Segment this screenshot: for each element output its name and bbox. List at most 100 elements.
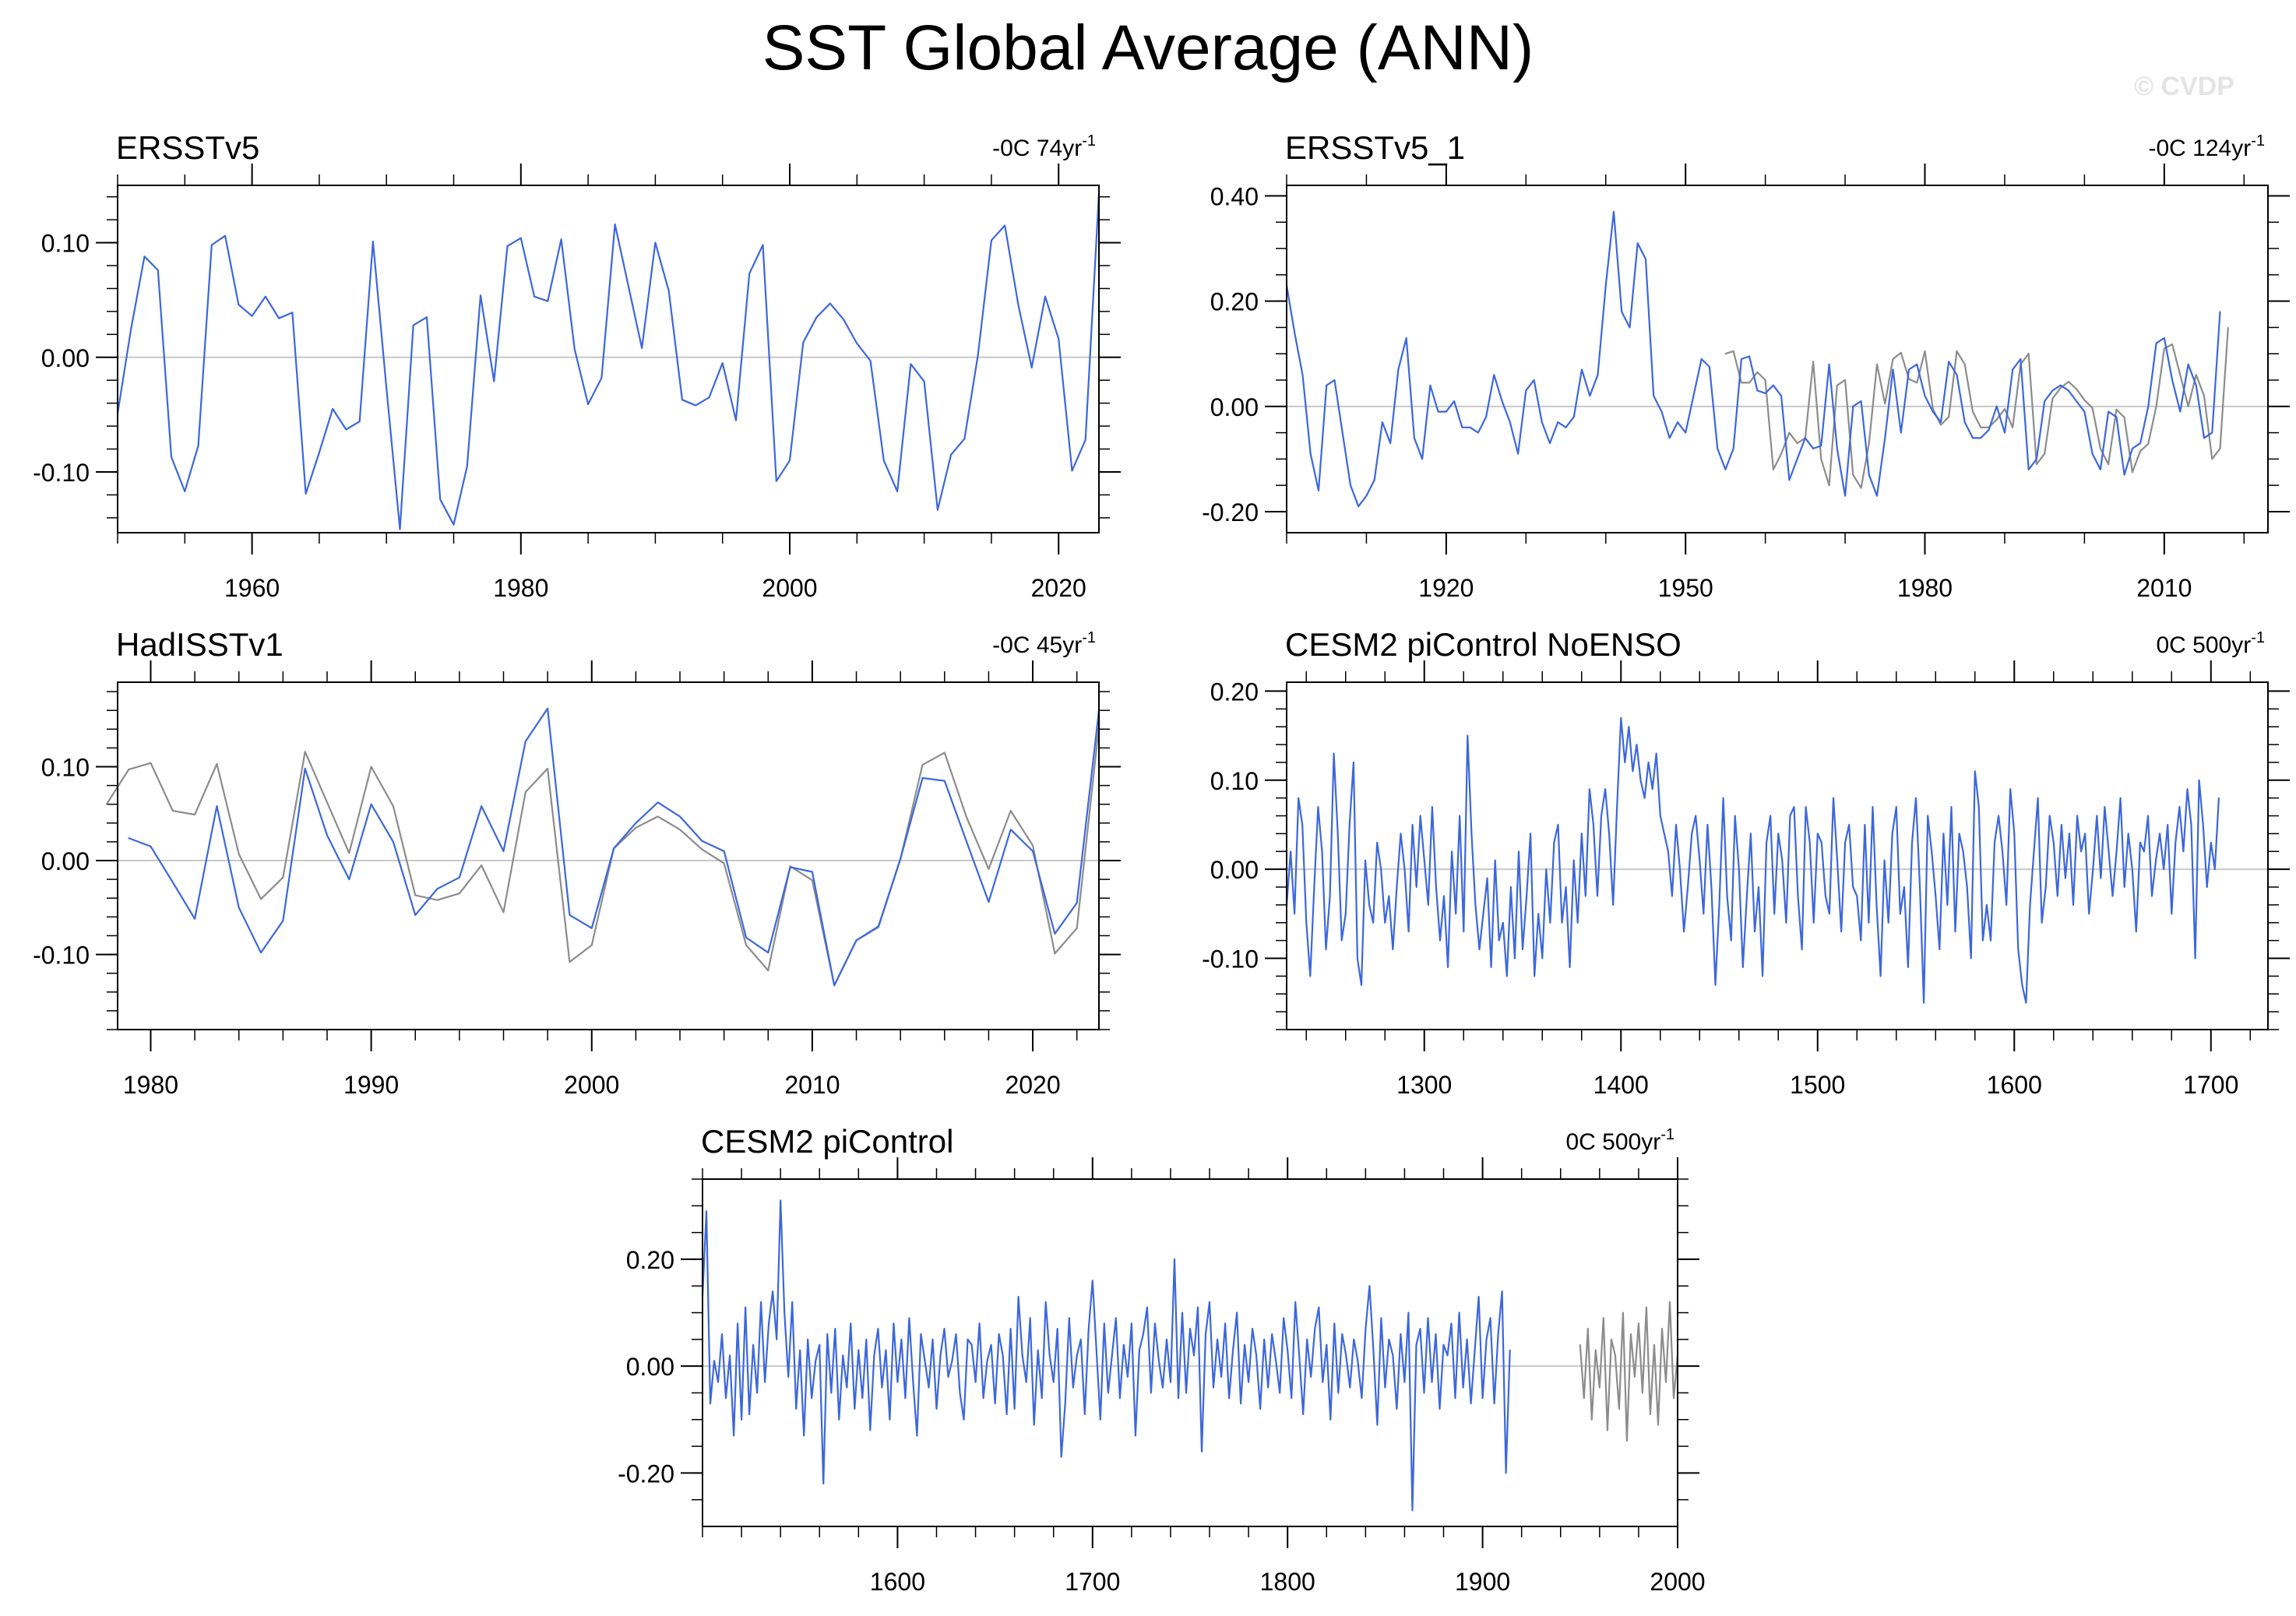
data-point	[1607, 1429, 1608, 1431]
data-point	[1494, 859, 1496, 861]
data-point	[128, 837, 129, 839]
data-point	[1812, 361, 1814, 363]
data-point	[846, 1386, 848, 1389]
data-point	[1773, 469, 1774, 470]
series-line	[701, 1199, 1511, 1512]
data-point	[2088, 913, 2090, 915]
data-point	[2139, 442, 2141, 444]
data-point	[348, 852, 350, 854]
data-point	[2202, 824, 2204, 826]
data-point	[1435, 1333, 1437, 1335]
data-point	[1037, 1349, 1039, 1351]
data-point	[1664, 833, 1665, 835]
data-point	[1309, 452, 1312, 455]
data-point	[1710, 886, 1713, 888]
data-point	[1294, 332, 1295, 334]
data-point	[896, 491, 898, 492]
data-point	[372, 241, 374, 242]
data-point	[1891, 833, 1893, 835]
data-point	[721, 362, 724, 364]
data-point	[2009, 788, 2011, 790]
data-point	[2155, 859, 2157, 861]
data-point	[1573, 416, 1575, 418]
series-line	[116, 193, 1100, 530]
data-point	[776, 1339, 777, 1340]
series-line	[1285, 716, 2220, 1004]
data-point	[1294, 1301, 1296, 1303]
data-point	[2108, 463, 2109, 465]
data-point	[1100, 1419, 1101, 1421]
data-point	[1506, 975, 1508, 977]
data-point	[1935, 895, 1937, 897]
y-tick-label: 0.00	[626, 1353, 674, 1381]
data-point	[2211, 458, 2213, 460]
data-point	[1703, 913, 1705, 915]
data-point	[1509, 421, 1511, 423]
data-point	[1868, 474, 1870, 476]
data-point	[986, 1360, 988, 1362]
data-point	[1489, 1317, 1491, 1319]
data-point	[2179, 410, 2182, 413]
data-point	[1624, 762, 1626, 763]
data-point	[1679, 868, 1681, 870]
trend-annotation: -0C 74yr-1	[992, 132, 1096, 161]
data-point	[1463, 931, 1465, 932]
data-point	[2203, 395, 2205, 397]
cvdp-watermark: © CVDP	[2134, 72, 2234, 101]
data-point	[799, 1349, 801, 1351]
data-point	[1820, 445, 1822, 447]
data-point	[1642, 1392, 1643, 1394]
data-point	[1982, 939, 1984, 942]
data-point	[1995, 406, 1998, 407]
data-point	[2100, 877, 2102, 879]
data-point	[1058, 338, 1059, 340]
data-point	[977, 354, 979, 356]
data-point	[679, 829, 681, 830]
data-point	[2012, 427, 2013, 428]
data-point	[1340, 939, 1343, 942]
data-point	[1485, 1339, 1488, 1340]
plot-frame	[117, 185, 1100, 533]
data-point	[939, 1354, 942, 1357]
data-point	[1446, 410, 1447, 413]
panel-title: CESM2 piControl NoENSO	[1285, 626, 1682, 663]
data-point	[1852, 886, 1854, 888]
data-point	[991, 239, 992, 241]
data-point	[1287, 1349, 1288, 1351]
data-point	[467, 465, 468, 467]
data-point	[1365, 495, 1368, 497]
data-point	[1275, 1360, 1277, 1362]
data-point	[1263, 1339, 1265, 1340]
data-point	[1828, 484, 1830, 486]
data-point	[1900, 352, 1902, 354]
data-point	[869, 1429, 872, 1431]
data-point	[150, 846, 152, 847]
data-point	[1634, 1376, 1636, 1378]
data-point	[2029, 904, 2031, 906]
trend-annotation: 0C 500yr-1	[2156, 629, 2265, 658]
data-point	[569, 961, 571, 963]
series-points	[1724, 326, 2229, 489]
y-tick-label: -0.20	[1202, 498, 1259, 526]
data-point	[815, 1360, 816, 1362]
data-point	[1392, 949, 1394, 950]
data-point	[1302, 1414, 1304, 1415]
data-point	[1017, 304, 1019, 305]
data-point	[1833, 797, 1834, 799]
data-point	[1474, 904, 1477, 906]
data-point	[1732, 448, 1734, 449]
data-point	[1685, 431, 1686, 434]
data-point	[560, 238, 562, 241]
data-point	[988, 901, 990, 903]
data-point	[2036, 463, 2037, 465]
data-point	[1357, 1360, 1359, 1362]
data-point	[305, 493, 307, 495]
data-point	[1032, 844, 1034, 847]
panel-title: HadISSTv1	[116, 626, 283, 663]
data-point	[1695, 815, 1696, 817]
data-point	[278, 317, 280, 319]
data-point	[1193, 1354, 1195, 1357]
x-tick-label: 1300	[1396, 1071, 1452, 1099]
data-point	[1493, 1403, 1495, 1404]
data-point	[1407, 931, 1410, 932]
